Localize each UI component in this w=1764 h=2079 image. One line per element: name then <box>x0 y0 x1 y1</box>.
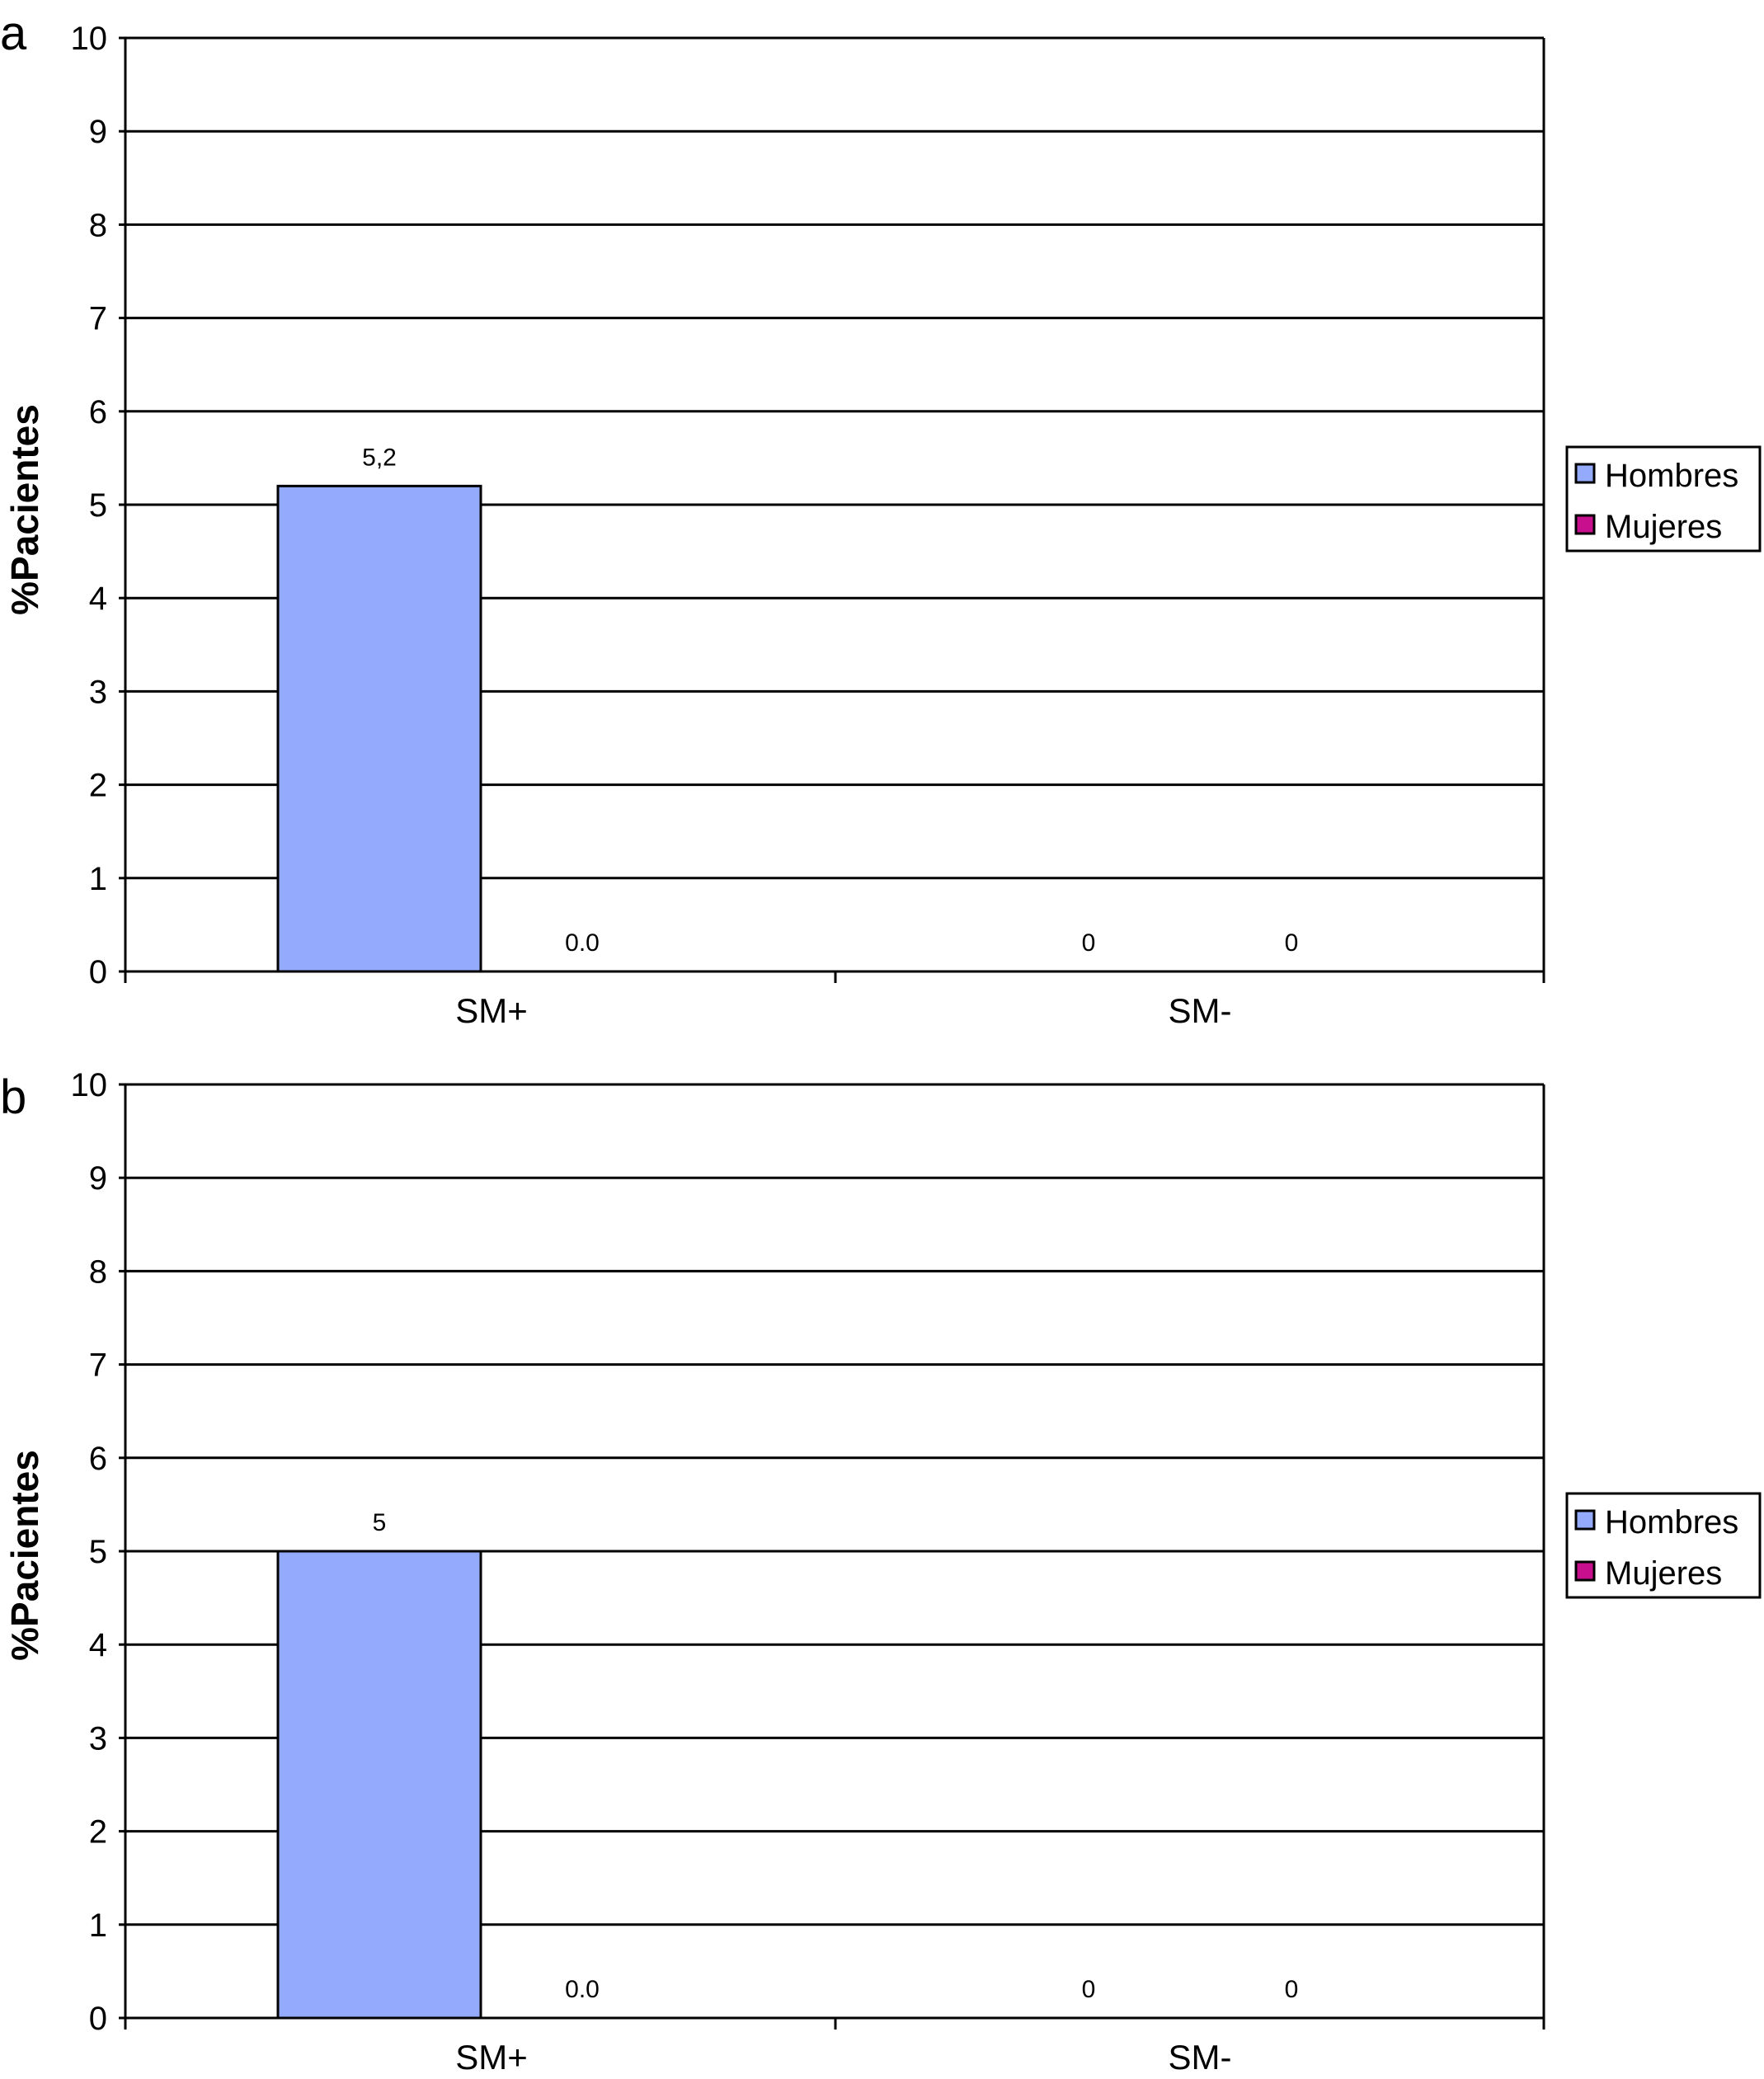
x-tick-labels: SM+ SM- <box>455 2038 1231 2077</box>
y-axis-label: %Pacientes <box>3 1450 46 1661</box>
legend-label-mujeres: Mujeres <box>1605 1555 1722 1592</box>
y-tick-label: 6 <box>89 1441 107 1477</box>
y-tick-labels: 0 1 2 3 4 5 6 7 8 9 10 <box>71 1067 108 2037</box>
legend-label-hombres: Hombres <box>1605 458 1738 494</box>
y-tick-label: 10 <box>71 1067 108 1103</box>
data-label: 0.0 <box>565 1976 600 2003</box>
legend-box <box>1565 445 1762 553</box>
data-label: 0 <box>1082 929 1096 957</box>
legend: Hombres Mujeres <box>1565 445 1762 553</box>
x-tick-labels: SM+ SM- <box>455 991 1231 1030</box>
y-tick-label: 7 <box>89 301 107 337</box>
y-tick-label: 9 <box>89 114 107 150</box>
bars <box>276 484 482 973</box>
legend-label-mujeres: Mujeres <box>1605 509 1722 545</box>
data-label: 5,2 <box>362 444 397 471</box>
y-tick-label: 3 <box>89 1720 107 1757</box>
bar-hombres <box>276 1550 482 2020</box>
y-tick-label: 2 <box>89 768 107 804</box>
y-tick-label: 6 <box>89 394 107 430</box>
y-tick-label: 5 <box>89 1534 107 1570</box>
legend-swatch-hombres <box>1574 463 1596 484</box>
data-label: 0.0 <box>565 929 600 957</box>
y-tick-label: 1 <box>89 861 107 897</box>
y-tick-label: 3 <box>89 674 107 710</box>
y-tick-label: 8 <box>89 207 107 243</box>
y-tick-label: 7 <box>89 1348 107 1384</box>
bars <box>276 1550 482 2020</box>
x-tick-label: SM- <box>1169 991 1232 1030</box>
axes <box>119 36 1545 983</box>
y-tick-label: 4 <box>89 581 107 617</box>
y-tick-label: 10 <box>71 21 108 57</box>
bar-hombres <box>276 484 482 973</box>
y-tick-label: 2 <box>89 1814 107 1851</box>
y-tick-label: 9 <box>89 1160 107 1197</box>
data-labels: 500.0 0 <box>373 1509 1299 2003</box>
y-tick-label: 4 <box>89 1627 107 1663</box>
data-label: 0 <box>1082 1976 1096 2003</box>
legend-swatch-hombres <box>1574 1509 1596 1531</box>
y-tick-label: 0 <box>89 954 107 990</box>
data-label: 0 <box>1285 929 1299 957</box>
legend-swatch-mujeres <box>1574 1560 1596 1582</box>
legend: Hombres Mujeres <box>1565 1492 1762 1599</box>
data-labels: 5,2 0 0.0 0 <box>362 444 1298 957</box>
legend-label-hombres: Hombres <box>1605 1504 1738 1540</box>
y-tick-label: 8 <box>89 1254 107 1290</box>
axes <box>119 1083 1545 2030</box>
y-tick-label: 1 <box>89 1907 107 1944</box>
x-tick-label: SM+ <box>455 2038 528 2077</box>
y-tick-labels: 0 1 2 3 4 5 6 7 8 9 10 <box>71 21 108 990</box>
legend-box <box>1565 1492 1762 1599</box>
data-label: 0 <box>1285 1976 1299 2003</box>
legend-swatch-mujeres <box>1574 514 1596 535</box>
panel-label: b <box>0 1070 26 1124</box>
y-axis-label: %Pacientes <box>3 404 46 615</box>
y-tick-label: 0 <box>89 2001 107 2037</box>
y-tick-label: 5 <box>89 487 107 524</box>
data-label: 5 <box>373 1509 387 1536</box>
panel-label: a <box>0 7 27 60</box>
x-tick-label: SM+ <box>455 991 528 1030</box>
x-tick-label: SM- <box>1169 2038 1232 2077</box>
